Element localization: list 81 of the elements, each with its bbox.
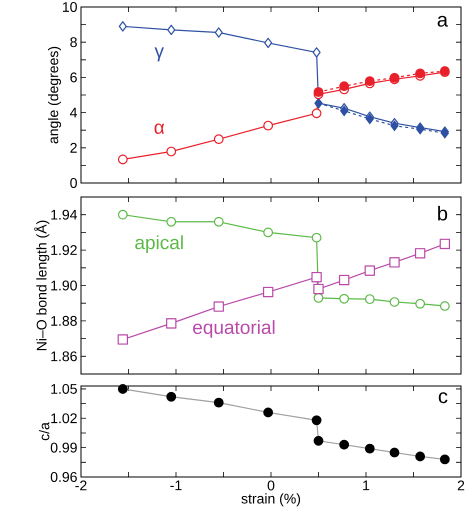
point: [338, 274, 350, 286]
point: [340, 106, 348, 116]
point: [166, 216, 176, 227]
x-axis-title: strain (%): [241, 493, 300, 506]
point: [263, 228, 274, 238]
point: [339, 294, 350, 304]
annotation: a: [438, 16, 448, 27]
y-tick-label: 1.90: [51, 280, 77, 290]
y-axis-title: c/a: [39, 422, 50, 440]
point: [414, 248, 426, 258]
point: [312, 47, 321, 58]
y-tick-label: 0: [70, 178, 77, 188]
point: [311, 272, 322, 282]
point: [364, 444, 375, 454]
y-axis-title: Ni–O bond length (Å): [34, 220, 50, 350]
series-label: equatorial: [193, 320, 274, 338]
point: [440, 238, 450, 250]
point: [415, 452, 426, 462]
y-tick-label: 4: [70, 108, 78, 118]
point: [118, 384, 128, 394]
point: [262, 286, 274, 298]
x-tick-label: 2: [458, 480, 464, 490]
point: [312, 108, 322, 118]
y-tick-label: 1.02: [51, 413, 77, 424]
point: [389, 257, 400, 268]
series-label: γ: [154, 47, 164, 62]
point: [440, 301, 450, 311]
y-tick-label: 2: [70, 142, 77, 153]
point: [214, 301, 224, 312]
x-tick-label: -2: [75, 480, 87, 490]
point: [214, 27, 223, 38]
point: [390, 297, 400, 307]
point: [312, 415, 322, 426]
point: [313, 284, 324, 294]
point: [166, 318, 176, 329]
point: [339, 440, 350, 450]
point: [314, 292, 324, 303]
point: [166, 146, 176, 156]
x-tick-label: 0: [268, 480, 274, 490]
point: [263, 120, 274, 131]
y-tick-label: 8: [70, 37, 77, 48]
point: [166, 392, 176, 402]
annotation: c: [438, 392, 448, 404]
y-axis-title: angle (degrees): [48, 46, 62, 144]
point: [366, 114, 374, 124]
x-tick-label: -1: [170, 480, 182, 490]
point: [314, 436, 324, 446]
y-tick-label: 6: [70, 72, 77, 82]
point: [415, 298, 426, 309]
point: [364, 76, 375, 86]
point: [312, 232, 322, 243]
y-tick-label: 1.88: [51, 316, 77, 326]
point: [214, 398, 224, 408]
y-tick-label: 0.99: [50, 442, 77, 453]
point: [440, 454, 450, 464]
y-tick-label: 10: [62, 2, 77, 12]
point: [263, 408, 274, 418]
y-tick-label: 1.94: [51, 210, 78, 220]
point: [364, 265, 375, 276]
point: [390, 120, 399, 131]
y-tick-label: 1.05: [51, 384, 77, 394]
series-label: α: [154, 124, 164, 134]
y-tick-label: 1.86: [51, 351, 77, 362]
point: [339, 81, 350, 92]
point: [264, 38, 272, 48]
point: [118, 154, 128, 164]
annotation: b: [438, 206, 448, 221]
x-tick-label: 1: [363, 480, 370, 490]
y-tick-label: 0.96: [50, 472, 77, 482]
point: [214, 216, 224, 227]
point: [314, 87, 324, 97]
point: [118, 334, 128, 345]
point: [415, 68, 426, 78]
point: [167, 24, 176, 36]
point: [214, 134, 224, 144]
point: [118, 210, 128, 220]
point: [118, 21, 127, 32]
series-label: apical: [135, 235, 183, 254]
point: [364, 294, 375, 304]
point: [390, 448, 400, 458]
y-tick-label: 1.92: [51, 245, 77, 256]
